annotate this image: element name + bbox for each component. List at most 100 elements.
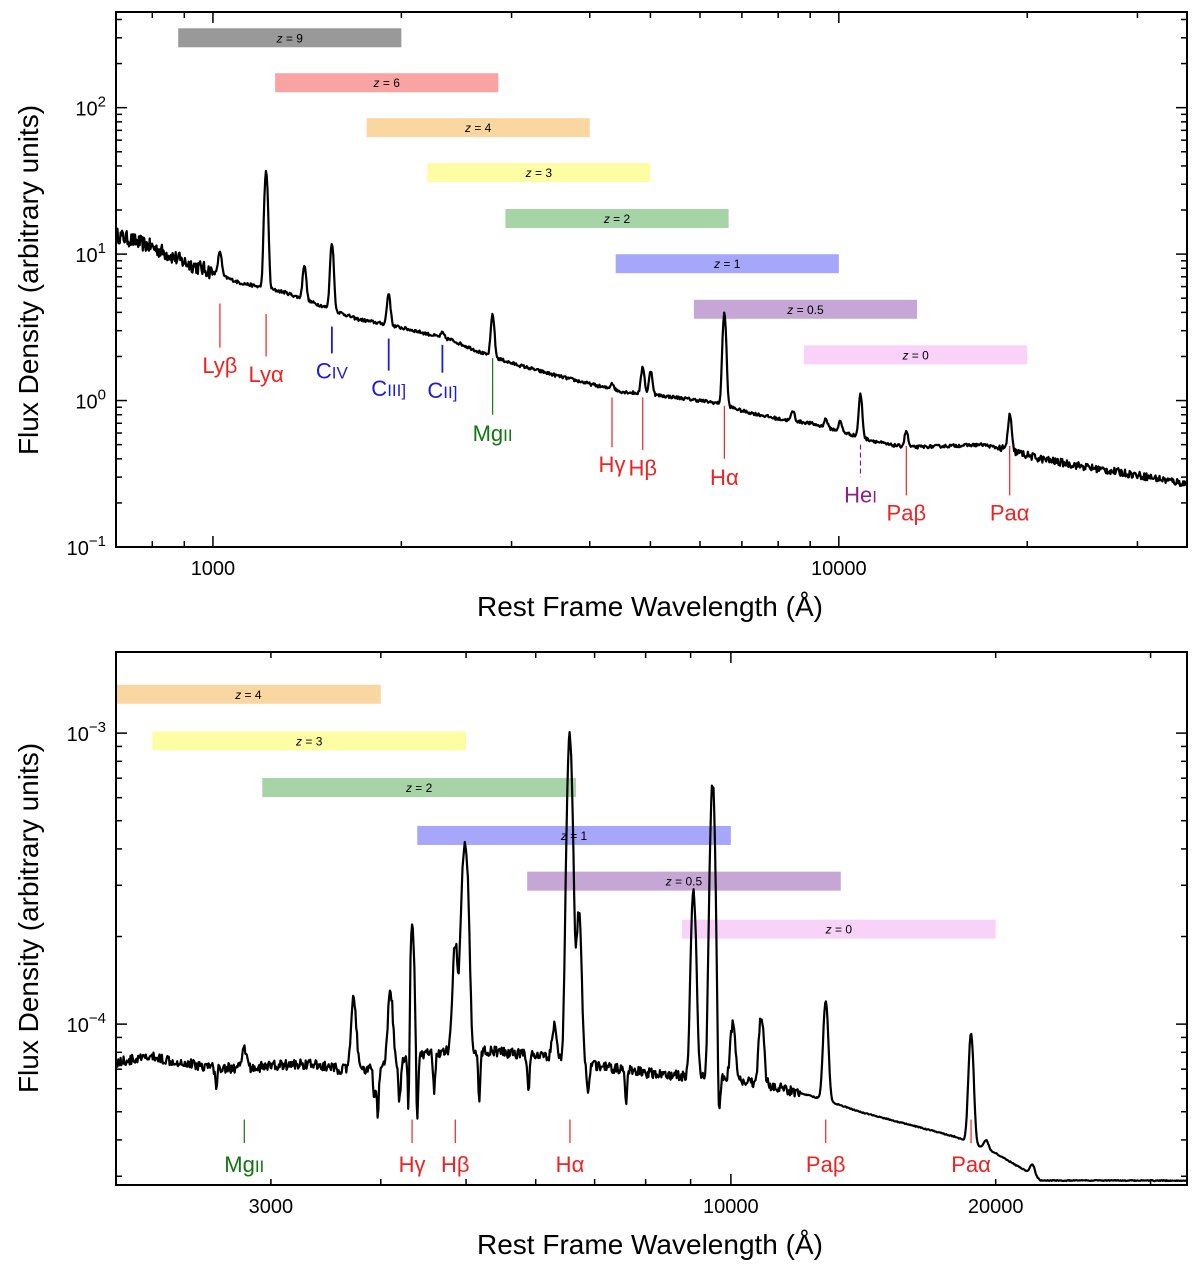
emission-label-11: Paα xyxy=(990,501,1030,526)
redshift-value: = 6 xyxy=(380,76,401,90)
y-tick-base: 10 xyxy=(67,538,89,560)
emission-label-2: Hβ xyxy=(441,1152,470,1177)
emission-label-suffix: II xyxy=(503,426,512,445)
plot-frame xyxy=(115,11,1188,548)
y-tick-label-0: 10−1 xyxy=(67,533,106,560)
x-tick-label-0: 1000 xyxy=(191,558,236,580)
redshift-band-5 xyxy=(615,254,839,274)
redshift-value: = 3 xyxy=(532,166,553,180)
emission-label-suffix: α xyxy=(271,362,284,387)
emission-label-base: C xyxy=(371,376,387,401)
plot-area: z = 9z = 6z = 4z = 3z = 2z = 1z = 0.5z =… xyxy=(116,28,1187,496)
emission-label-10: Paβ xyxy=(887,501,927,526)
ticks xyxy=(115,652,1187,1185)
y-axis-title: Flux Density (arbitrary units) xyxy=(13,743,44,1093)
redshift-band-0 xyxy=(116,684,381,704)
redshift-band-1 xyxy=(275,73,499,93)
redshift-value: = 1 xyxy=(567,829,588,843)
redshift-variable: z xyxy=(405,781,412,795)
emission-label-3: Hα xyxy=(556,1152,585,1177)
y-tick-base: 10 xyxy=(75,392,97,414)
y-tick-exponent: 1 xyxy=(98,240,106,257)
redshift-variable: z xyxy=(786,303,793,317)
emission-label-1: Lyα xyxy=(249,362,284,387)
y-tick-exponent: 2 xyxy=(98,94,106,111)
redshift-band-label-6: z = 0.5 xyxy=(786,303,824,317)
redshift-value: = 4 xyxy=(471,121,492,135)
redshift-variable: z xyxy=(603,212,610,226)
redshift-value: = 4 xyxy=(241,688,262,702)
y-tick-label-1: 100 xyxy=(75,387,106,414)
emission-label-suffix: γ xyxy=(415,1152,426,1177)
redshift-variable: z xyxy=(276,31,283,45)
emission-label-suffix: α xyxy=(1017,501,1030,526)
redshift-variable: z xyxy=(665,875,672,889)
redshift-band-1 xyxy=(152,731,467,751)
x-tick-label-0: 3000 xyxy=(249,1196,294,1218)
emission-label-suffix: α xyxy=(978,1152,991,1177)
y-tick-label-0: 10−4 xyxy=(67,1010,106,1037)
emission-label-base: H xyxy=(399,1152,415,1177)
redshift-band-4 xyxy=(505,209,729,229)
redshift-band-2 xyxy=(366,118,590,138)
redshift-variable: z xyxy=(525,166,532,180)
emission-label-9: HeI xyxy=(844,483,877,508)
y-tick-label-1: 10−3 xyxy=(67,719,106,746)
emission-label-2: CIV xyxy=(316,359,349,384)
y-tick-exponent: −4 xyxy=(89,1010,106,1027)
redshift-band-label-3: z = 3 xyxy=(525,166,553,180)
redshift-band-label-5: z = 1 xyxy=(713,257,741,271)
redshift-band-7 xyxy=(804,345,1028,365)
emission-label-base: Pa xyxy=(951,1152,979,1177)
emission-label-suffix: IV xyxy=(332,364,349,383)
redshift-band-2 xyxy=(262,778,576,798)
redshift-variable: z xyxy=(901,348,908,362)
redshift-value: = 2 xyxy=(610,212,631,226)
y-tick-exponent: 0 xyxy=(98,387,106,404)
redshift-value: = 9 xyxy=(283,31,304,45)
emission-label-3: CIII] xyxy=(371,376,406,401)
emission-label-1: Hγ xyxy=(399,1152,426,1177)
ticks xyxy=(115,12,1187,548)
redshift-band-label-1: z = 6 xyxy=(373,76,401,90)
emission-label-base: Ly xyxy=(202,353,224,378)
emission-label-suffix: β xyxy=(457,1152,470,1177)
emission-label-suffix: α xyxy=(572,1152,585,1177)
redshift-band-label-5: z = 0 xyxy=(825,923,853,937)
top-panel: z = 9z = 6z = 4z = 3z = 2z = 1z = 0.5z =… xyxy=(13,11,1188,622)
emission-label-base: He xyxy=(844,483,872,508)
y-tick-exponent: −1 xyxy=(89,533,106,550)
redshift-band-label-4: z = 2 xyxy=(603,212,631,226)
redshift-variable: z xyxy=(295,734,302,748)
emission-label-0: Lyβ xyxy=(202,353,237,378)
x-axis-title: Rest Frame Wavelength (Å) xyxy=(477,1229,823,1260)
y-tick-exponent: −3 xyxy=(89,719,106,736)
emission-label-4: CII] xyxy=(427,378,457,403)
y-tick-base: 10 xyxy=(67,724,89,746)
emission-label-base: Pa xyxy=(806,1152,834,1177)
emission-label-8: Hα xyxy=(710,465,739,490)
y-tick-base: 10 xyxy=(75,99,97,121)
y-tick-label-2: 101 xyxy=(75,240,106,267)
redshift-variable: z xyxy=(560,829,567,843)
redshift-value: = 0.5 xyxy=(672,875,703,889)
emission-label-suffix: β xyxy=(644,455,657,480)
emission-label-base: H xyxy=(599,452,615,477)
y-tick-base: 10 xyxy=(67,1015,89,1037)
emission-label-base: Pa xyxy=(887,501,915,526)
redshift-band-label-2: z = 2 xyxy=(405,781,433,795)
redshift-value: = 0 xyxy=(908,348,929,362)
redshift-value: = 3 xyxy=(302,734,323,748)
x-axis-title: Rest Frame Wavelength (Å) xyxy=(477,591,823,622)
redshift-band-3 xyxy=(427,163,651,183)
emission-label-suffix: γ xyxy=(614,452,625,477)
emission-label-base: H xyxy=(441,1152,457,1177)
emission-label-base: Mg xyxy=(473,421,504,446)
emission-label-base: Pa xyxy=(990,501,1018,526)
emission-label-suffix: I xyxy=(872,488,877,507)
emission-label-base: H xyxy=(628,455,644,480)
redshift-variable: z xyxy=(464,121,471,135)
redshift-variable: z xyxy=(373,76,380,90)
